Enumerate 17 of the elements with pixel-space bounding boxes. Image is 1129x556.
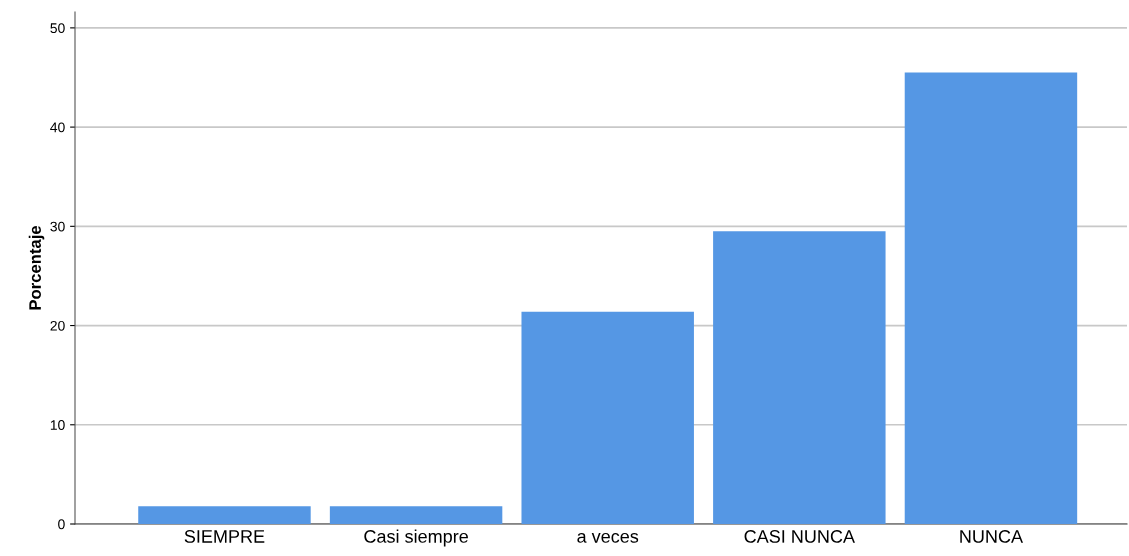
- bar: [329, 506, 503, 524]
- x-tick-label: Casi siempre: [364, 529, 468, 547]
- x-tick-label: SIEMPRE: [184, 530, 265, 543]
- x-tick-label: NUNCA: [960, 530, 1024, 543]
- x-tick-label: a veces: [577, 532, 639, 543]
- y-tick-label: 50: [50, 23, 65, 34]
- y-tick-label: 10: [50, 420, 65, 430]
- bar: [713, 231, 886, 524]
- bar: [138, 506, 311, 524]
- y-tick-label: 30: [50, 221, 65, 232]
- y-axis-title: Porcentaje: [28, 225, 45, 310]
- bar: [521, 311, 694, 524]
- y-tick-label: 20: [50, 320, 65, 331]
- y-tick-label: 0: [58, 519, 65, 530]
- x-tick-label: CASI NUNCA: [744, 530, 855, 543]
- bar: [904, 72, 1078, 524]
- y-tick-label: 40: [50, 122, 65, 133]
